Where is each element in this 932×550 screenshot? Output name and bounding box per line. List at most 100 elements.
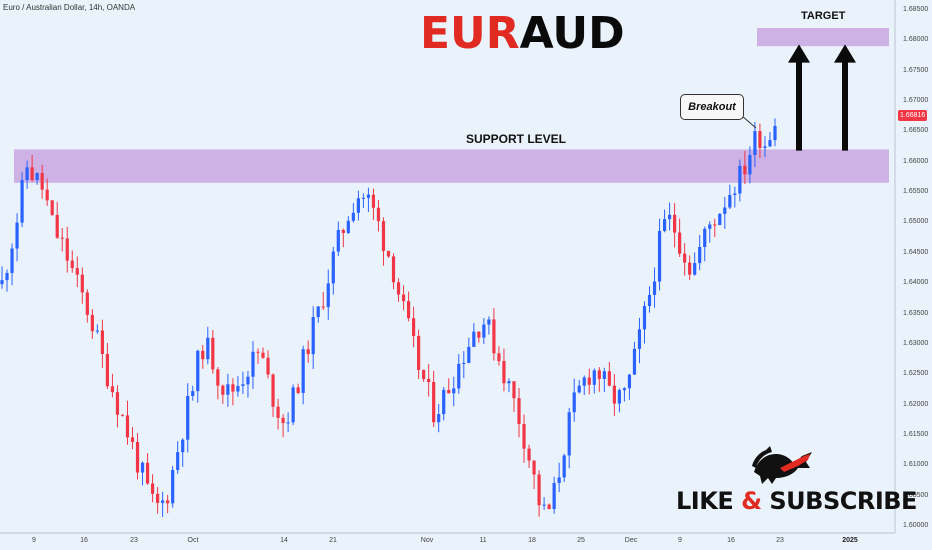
x-tick-label: 11 [479,537,487,544]
bear-candle [341,230,345,233]
bull-candle [703,228,707,248]
bear-candle [105,353,110,387]
bull-candle [246,376,250,385]
bull-candle [753,131,757,156]
bear-candle [45,189,49,201]
bear-candle [145,462,150,484]
bear-candle [231,384,235,392]
bull-candle [728,195,732,208]
target-arrow-icon [834,44,856,151]
bull-candle [457,363,461,389]
bear-candle [597,370,601,379]
bear-candle [547,504,551,510]
subscribe-text: SUBSCRIBE [769,487,917,515]
y-tick-label: 1.61500 [903,430,929,438]
target-arrows [788,44,856,151]
bull-candle [241,384,245,386]
bear-candle [406,301,411,319]
bear-candle [266,357,270,375]
last-price-badge: 1.66816 [898,110,928,121]
bear-candle [612,385,616,404]
bull-candle [191,391,195,397]
x-tick-label: 2025 [842,537,858,544]
target-zone [757,27,889,47]
bull-candle [657,230,662,282]
y-tick-label: 1.60000 [903,522,929,529]
bear-candle [55,214,59,238]
bear-candle [607,371,611,386]
x-tick-label: Nov [420,537,434,544]
bull-candle [642,305,647,330]
x-tick-label: 16 [80,537,88,544]
bull-candle [572,392,576,413]
bull-candle [592,370,596,385]
bull-candle [622,388,627,391]
bear-candle [256,351,260,353]
bull-candle [637,329,642,349]
bull-candle [0,280,4,285]
bear-candle [276,406,280,418]
x-tick-label: 9 [678,537,682,544]
bear-candle [306,349,310,355]
bear-candle [120,414,125,416]
target-label: TARGET [801,10,846,22]
y-tick-label: 1.66500 [903,127,929,135]
bull-candle [176,452,180,470]
bear-candle [211,337,215,370]
ampersand-text: & [741,487,762,515]
bull-candle [662,219,667,231]
bear-candle [110,386,115,393]
title-base-currency: EUR [420,8,520,59]
bull-candle [20,180,24,223]
bear-candle [527,448,531,461]
bull-candle [15,222,19,249]
bull-candle [442,389,446,415]
bull-candle [356,198,360,213]
bear-candle [497,353,501,362]
bear-candle [296,387,300,393]
bear-candle [135,442,140,473]
bear-candle [156,493,160,503]
bear-candle [417,336,421,370]
bull-candle [698,247,702,264]
bull-candle [602,371,606,379]
bull-candle [5,272,9,281]
bull-candle [542,504,546,506]
bear-candle [532,460,536,475]
x-tick-label: 14 [280,537,288,544]
bear-candle [537,474,541,506]
bear-candle [391,256,396,283]
y-tick-label: 1.62500 [903,370,929,378]
bear-candle [522,424,526,449]
bear-candle [376,207,381,222]
zones-layer [14,27,889,183]
bull-candle [171,469,175,504]
x-tick-label: 16 [727,537,735,544]
bull-candle [733,193,737,196]
breakout-callout: Breakout [680,94,744,120]
bull-candle [25,167,29,181]
y-tick-label: 1.68000 [903,36,929,44]
like-subscribe-banner: LIKE & SUBSCRIBE [676,487,917,515]
bear-candle [422,369,426,379]
bull-candle [35,173,39,181]
bear-candle [201,350,205,360]
bull-candle [632,348,637,375]
bull-candle [617,390,621,404]
bear-candle [713,224,717,226]
breakout-pointer [741,115,757,129]
bear-candle [115,392,120,415]
bear-candle [743,165,747,175]
bear-candle [50,200,54,215]
bull-candle [773,125,777,141]
bear-candle [75,268,79,275]
bull-candle [507,381,511,384]
bull-candle [748,155,752,175]
bull-candle [311,317,315,355]
bear-candle [80,274,84,293]
y-tick-label: 1.65500 [903,188,929,196]
y-tick-label: 1.63000 [903,339,929,347]
bear-candle [396,282,401,295]
bear-candle [90,314,94,332]
